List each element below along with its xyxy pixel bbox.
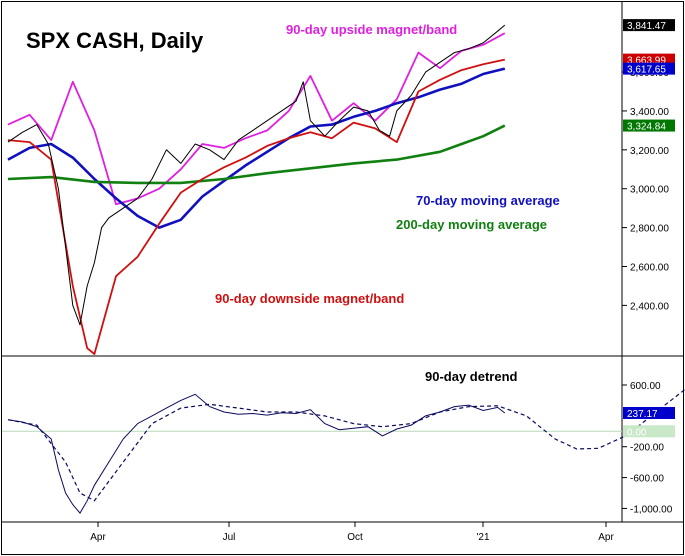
series-line-0 bbox=[7, 32, 506, 206]
x-tick-label: Apr bbox=[598, 532, 614, 543]
annotation-200day-ma: 200-day moving average bbox=[396, 217, 547, 232]
last-value-label: 3,324.84 bbox=[627, 122, 666, 133]
last-value-tag bbox=[623, 425, 675, 438]
detrend-line-1 bbox=[7, 389, 685, 502]
detrend-series-group bbox=[7, 389, 685, 514]
last-value-label: 3,617.65 bbox=[627, 65, 666, 76]
detrend-y-axis: 600.00 -200.00 -600.00 -1,000.00 bbox=[622, 381, 673, 515]
y-tick-label: 3,200.00 bbox=[630, 146, 669, 157]
annotation-downside-band: 90-day downside magnet/band bbox=[215, 291, 404, 306]
x-tick-label: Oct bbox=[347, 532, 363, 543]
x-tick-label: Jul bbox=[223, 532, 236, 543]
last-value-tag bbox=[623, 19, 675, 32]
last-value-tag bbox=[623, 53, 675, 66]
series-line-3 bbox=[7, 58, 505, 355]
y-tick-label: -1,000.00 bbox=[630, 504, 673, 515]
x-tick-label: Apr bbox=[90, 532, 106, 543]
series-line-4 bbox=[7, 24, 506, 326]
main-price-panel: 2,400.00 2,600.00 2,800.00 3,000.00 3,200.00… bbox=[7, 19, 675, 355]
x-axis: Apr Jul Oct '21 Apr bbox=[90, 522, 614, 543]
y-tick-label: 2,600.00 bbox=[630, 263, 669, 274]
last-value-tag bbox=[623, 62, 675, 75]
y-tick-label: 3,000.00 bbox=[630, 185, 669, 196]
last-value-tag bbox=[623, 406, 675, 419]
y-tick-label: -600.00 bbox=[630, 474, 664, 485]
detrend-panel: 600.00 -200.00 -600.00 -1,000.00 237.17 0.00… bbox=[2, 369, 685, 515]
annotation-upside-band: 90-day upside magnet/band bbox=[286, 22, 457, 37]
series-line-1 bbox=[7, 67, 506, 229]
chart-title: SPX CASH, Daily bbox=[26, 28, 204, 53]
last-value-label: 3,841.47 bbox=[627, 21, 666, 32]
last-value-label: 237.17 bbox=[627, 409, 658, 420]
last-value-label: 0.00 bbox=[627, 427, 647, 438]
y-tick-label: 2,400.00 bbox=[630, 301, 669, 312]
main-series-group bbox=[7, 24, 506, 355]
y-tick-label: 3,400.00 bbox=[630, 107, 669, 118]
y-tick-label: 2,800.00 bbox=[630, 224, 669, 235]
last-value-label: 3,663.99 bbox=[627, 56, 666, 67]
last-value-tag bbox=[623, 119, 675, 132]
detrend-line-0 bbox=[7, 393, 506, 514]
annotation-70day-ma: 70-day moving average bbox=[416, 193, 560, 208]
series-line-2 bbox=[7, 124, 506, 185]
detrend-last-value-tags: 237.17 0.00 bbox=[623, 406, 675, 438]
main-last-value-tags: 3,841.47 3,663.993,617.65 3,324.84 bbox=[623, 19, 675, 133]
detrend-title: 90-day detrend bbox=[425, 369, 518, 384]
y-tick-label: -200.00 bbox=[630, 443, 664, 454]
y-tick-label: 600.00 bbox=[630, 381, 661, 392]
x-tick-label: '21 bbox=[476, 532, 489, 543]
